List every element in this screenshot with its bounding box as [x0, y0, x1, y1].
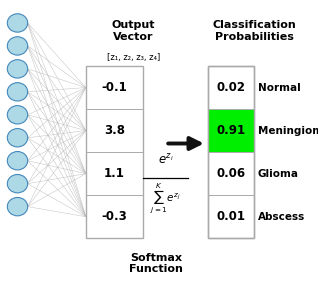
Text: Glioma: Glioma — [258, 169, 299, 179]
Circle shape — [7, 83, 28, 101]
Circle shape — [7, 152, 28, 170]
Text: $e^{z_i}$: $e^{z_i}$ — [157, 152, 173, 166]
Circle shape — [7, 14, 28, 32]
Bar — [208, 66, 254, 238]
Text: 1.1: 1.1 — [104, 167, 125, 180]
Circle shape — [7, 60, 28, 78]
Bar — [86, 66, 143, 238]
Circle shape — [7, 197, 28, 216]
Text: Meningioma: Meningioma — [258, 126, 318, 135]
Text: -0.1: -0.1 — [102, 81, 127, 94]
Text: Abscess: Abscess — [258, 212, 305, 222]
Circle shape — [7, 37, 28, 55]
Text: [z₁, z₂, z₃, z₄]: [z₁, z₂, z₃, z₄] — [107, 53, 160, 62]
Text: 0.01: 0.01 — [217, 210, 246, 223]
FancyArrowPatch shape — [168, 138, 200, 149]
Text: Classification
Probabilities: Classification Probabilities — [212, 20, 296, 42]
Text: Output
Vector: Output Vector — [112, 20, 155, 42]
Circle shape — [7, 106, 28, 124]
Text: $\sum_{j=1}^{K} e^{z_j}$: $\sum_{j=1}^{K} e^{z_j}$ — [150, 181, 181, 214]
Text: -0.3: -0.3 — [102, 210, 127, 223]
Bar — [208, 66, 254, 238]
Text: Normal: Normal — [258, 83, 300, 92]
Text: 3.8: 3.8 — [104, 124, 125, 137]
Circle shape — [7, 129, 28, 147]
Bar — [208, 109, 254, 152]
Circle shape — [7, 174, 28, 193]
Text: 0.91: 0.91 — [217, 124, 246, 137]
Text: Softmax
Function: Softmax Function — [129, 253, 183, 274]
Text: 0.06: 0.06 — [217, 167, 246, 180]
Text: 0.02: 0.02 — [217, 81, 246, 94]
